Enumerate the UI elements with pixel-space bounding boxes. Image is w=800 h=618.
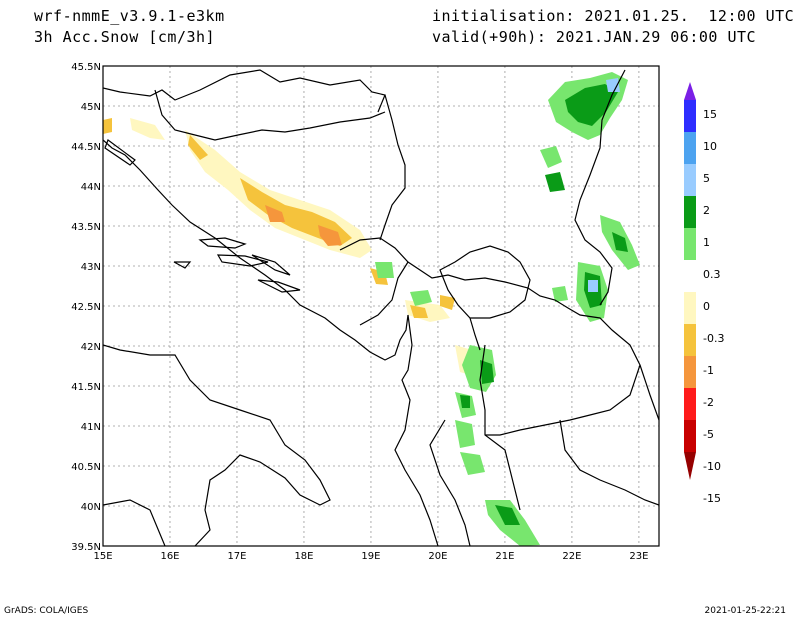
lat-tick-label: 39.5N: [71, 542, 101, 553]
lat-tick-label: 45.5N: [71, 62, 101, 73]
lat-tick-label: 43N: [81, 262, 101, 273]
axis-ticks: 15E 16E 17E 18E 19E 20E 21E 22E 23E 45.5N 45N 44.5N…: [71, 62, 648, 562]
colorbar-label: 2: [703, 204, 710, 217]
lon-tick-label: 22E: [562, 551, 581, 562]
lat-tick-label: 40.5N: [71, 462, 101, 473]
lon-tick-label: 19E: [361, 551, 380, 562]
colorbar-label: -1: [703, 364, 714, 377]
lon-tick-label: 15E: [93, 551, 112, 562]
colorbar-label: 10: [703, 140, 717, 153]
kosovo-border: [439, 245, 531, 319]
footer-right: 2021-01-25-22:21: [704, 606, 787, 616]
montenegro-albania-border: [359, 261, 409, 326]
lat-tick-label: 41.5N: [71, 382, 101, 393]
island-2: [216, 254, 269, 267]
colorbar-label: -10: [703, 460, 721, 473]
footer-left: GrADS: COLA/IGES: [4, 606, 89, 616]
lat-tick-label: 45N: [81, 102, 101, 113]
colorbar-swatch: [684, 420, 696, 452]
colorbar: [684, 82, 696, 480]
montenegro-border: [339, 237, 506, 283]
colorbar-swatch: [684, 356, 696, 388]
lon-tick-label: 21E: [495, 551, 514, 562]
island-3: [251, 254, 291, 276]
snow-field: [103, 72, 640, 546]
colorbar-swatch: [684, 260, 696, 292]
macedonia-bulgaria-border: [485, 281, 641, 436]
valid-time: valid(+90h): 2021.JAN.29 06:00 UTC: [432, 28, 757, 46]
island-4: [257, 279, 301, 293]
colorbar-label: 15: [703, 108, 717, 121]
lat-tick-label: 40N: [81, 502, 101, 513]
colorbar-swatch: [684, 228, 696, 260]
boundaries: [103, 69, 659, 546]
island-1: [198, 237, 247, 249]
serbia-bulgaria-border: [574, 69, 626, 306]
colorbar-label: 1: [703, 236, 710, 249]
island-6: [104, 139, 136, 166]
colorbar-swatch: [684, 388, 696, 420]
lon-tick-label: 20E: [428, 551, 447, 562]
colorbar-swatch: [684, 164, 696, 196]
colorbar-swatch: [684, 324, 696, 356]
map-grid: [102, 65, 659, 547]
italy-south: [103, 499, 166, 546]
lat-tick-label: 41N: [81, 422, 101, 433]
bulgaria-turkey-border: [639, 364, 659, 421]
colorbar-top-arrow: [684, 82, 696, 100]
field-title: 3h Acc.Snow [cm/3h]: [34, 28, 216, 46]
albania-coast: [394, 314, 439, 546]
lon-tick-label: 18E: [294, 551, 313, 562]
lat-tick-label: 42N: [81, 342, 101, 353]
lon-tick-label: 23E: [629, 551, 648, 562]
colorbar-label: 0.3: [703, 268, 721, 281]
colorbar-label: -5: [703, 428, 714, 441]
lat-tick-label: 44.5N: [71, 142, 101, 153]
lon-tick-label: 16E: [160, 551, 179, 562]
colorbar-label: -0.3: [703, 332, 725, 345]
serbia-bosnia-border: [379, 94, 406, 241]
croatia-north-border: [103, 69, 386, 113]
colorbar-swatch: [684, 100, 696, 132]
greece-coast: [559, 419, 659, 506]
colorbar-label: 0: [703, 300, 710, 313]
colorbar-label: 5: [703, 172, 710, 185]
italy-coast: [103, 344, 331, 546]
map-frame: [102, 65, 660, 547]
colorbar-bottom-arrow: [684, 452, 696, 480]
snow-positive: [375, 72, 640, 546]
lat-tick-label: 43.5N: [71, 222, 101, 233]
init-time: initialisation: 2021.01.25. 12:00 UTC: [432, 7, 795, 25]
melt-band: [103, 118, 472, 375]
colorbar-swatch: [684, 132, 696, 164]
adriatic-coast-east: [103, 139, 409, 361]
colorbar-swatch: [684, 292, 696, 324]
lat-tick-label: 44N: [81, 182, 101, 193]
colorbar-label: -2: [703, 396, 714, 409]
model-title: wrf-nmmE_v3.9.1-e3km: [34, 7, 225, 25]
island-5: [173, 261, 192, 269]
greece-west: [429, 419, 471, 546]
albania-greece-border: [479, 344, 521, 511]
lat-tick-label: 42.5N: [71, 302, 101, 313]
lon-tick-label: 17E: [227, 551, 246, 562]
colorbar-swatch: [684, 196, 696, 228]
bosnia-north-border: [154, 89, 386, 141]
kosovo-macedonia-link: [469, 317, 481, 351]
colorbar-label: -15: [703, 492, 721, 505]
